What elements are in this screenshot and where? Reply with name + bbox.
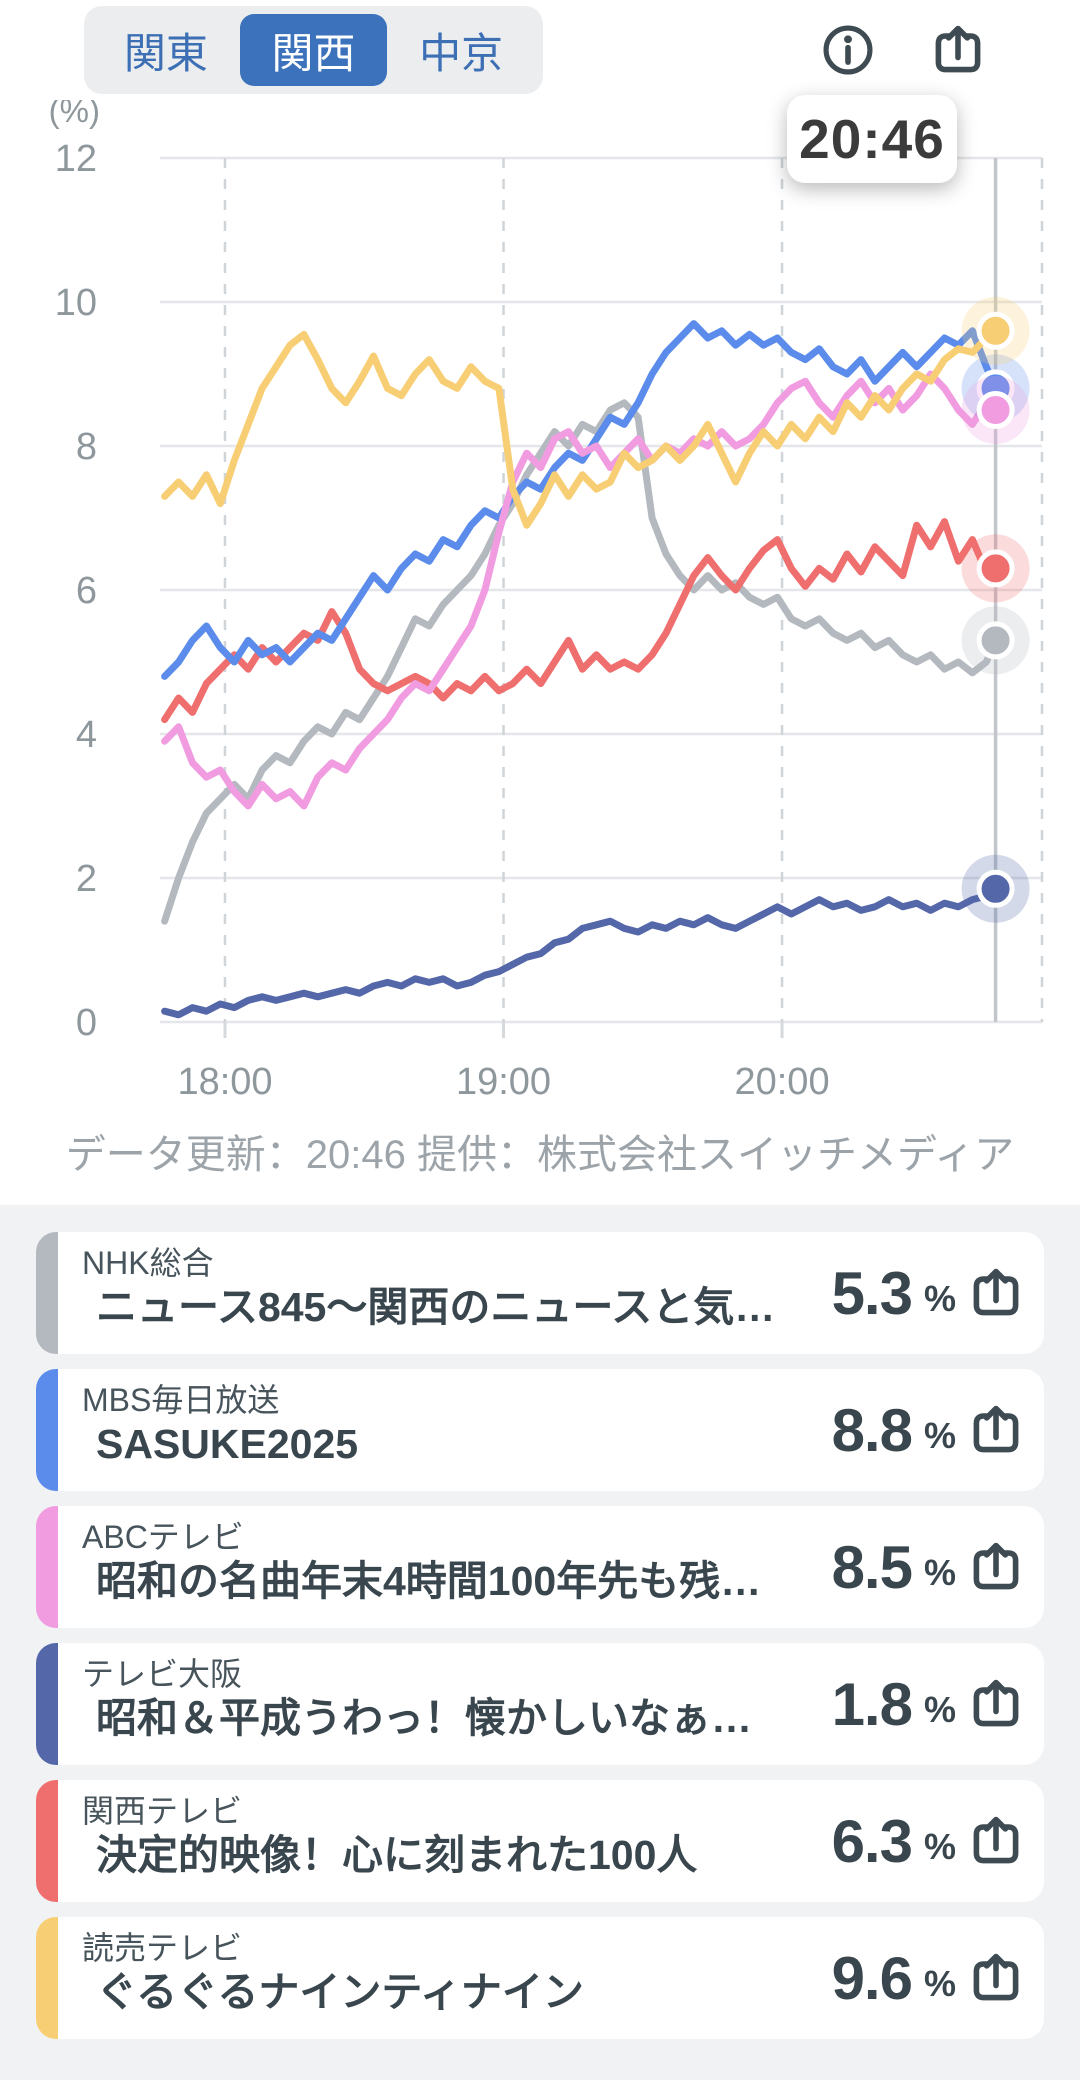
station-card-kansai-tv[interactable]: 関西テレビ 決定的映像！心に刻まれた100人 6.3 % — [36, 1780, 1044, 1902]
station-color-bar — [36, 1917, 58, 2039]
station-list: NHK総合 ニュース845〜関西のニュースと気… 5.3 % MBS毎日放送 S… — [0, 1205, 1080, 2080]
rating-value: 1.8 — [831, 1670, 913, 1738]
ratings-line-chart: 0 2 4 6 8 10 12 (%) 18:00 19:00 20:00 — [49, 100, 1044, 1103]
tab-kanto[interactable]: 関東 — [123, 29, 208, 77]
station-card-nhk[interactable]: NHK総合 ニュース845〜関西のニュースと気… 5.3 % — [36, 1232, 1044, 1354]
svg-text:4: 4 — [76, 714, 97, 756]
share-button[interactable] — [968, 1402, 1024, 1458]
program-title: 決定的映像！心に刻まれた100人 — [96, 1831, 698, 1878]
rating-unit: % — [923, 1278, 956, 1319]
rating-value: 9.6 — [831, 1944, 913, 2012]
svg-text:0: 0 — [76, 1002, 97, 1044]
info-button[interactable] — [820, 22, 876, 78]
program-title: 昭和の名曲年末4時間100年先も残… — [96, 1557, 762, 1604]
share-icon — [973, 1679, 1019, 1727]
share-icon — [973, 1816, 1019, 1864]
share-button[interactable] — [968, 1539, 1024, 1595]
station-card-yomiuri-tv[interactable]: 読売テレビ ぐるぐるナインティナイン 9.6 % — [36, 1917, 1044, 2039]
rating-unit: % — [923, 1826, 956, 1867]
station-color-bar — [36, 1369, 58, 1491]
share-icon — [973, 1405, 1019, 1453]
station-name: NHK総合 — [82, 1245, 214, 1281]
svg-text:6: 6 — [76, 570, 97, 612]
tab-kansai[interactable]: 関西 — [239, 14, 388, 86]
data-update-caption: データ更新：20:46 提供：株式会社スイッチメディア — [65, 1133, 1015, 1177]
tab-chukyo[interactable]: 中京 — [419, 29, 504, 77]
share-button[interactable] — [968, 1676, 1024, 1732]
station-card-tv-osaka[interactable]: テレビ大阪 昭和＆平成うわっ！懐かしいなぁ… 1.8 % — [36, 1643, 1044, 1765]
rating-unit: % — [923, 1552, 956, 1593]
station-color-bar — [36, 1506, 58, 1628]
svg-text:8: 8 — [76, 426, 97, 468]
rating-value: 8.5 — [831, 1533, 913, 1601]
station-card-abc[interactable]: ABCテレビ 昭和の名曲年末4時間100年先も残… 8.5 % — [36, 1506, 1044, 1628]
station-name: ABCテレビ — [82, 1519, 244, 1555]
svg-text:20:00: 20:00 — [734, 1061, 829, 1103]
station-card-mbs[interactable]: MBS毎日放送 SASUKE2025 8.8 % — [36, 1369, 1044, 1491]
svg-text:19:00: 19:00 — [456, 1061, 551, 1103]
program-title: ぐるぐるナインティナイン — [96, 1968, 584, 2015]
svg-text:(%): (%) — [49, 100, 100, 129]
share-icon — [973, 1268, 1019, 1316]
program-title: 昭和＆平成うわっ！懐かしいなぁ… — [96, 1694, 752, 1741]
svg-text:10: 10 — [55, 282, 97, 324]
rating-value: 8.8 — [831, 1396, 913, 1464]
time-tooltip: 20:46 — [787, 95, 957, 183]
share-icon — [935, 25, 981, 73]
program-title: SASUKE2025 — [96, 1420, 359, 1467]
rating-unit: % — [923, 1689, 956, 1730]
station-color-bar — [36, 1643, 58, 1765]
svg-text:2: 2 — [76, 858, 97, 900]
program-title: ニュース845〜関西のニュースと気… — [96, 1283, 776, 1330]
rating-value: 5.3 — [831, 1259, 913, 1327]
rating-unit: % — [923, 1415, 956, 1456]
share-button[interactable] — [968, 1813, 1024, 1869]
share-icon — [973, 1542, 1019, 1590]
share-button[interactable] — [930, 22, 986, 78]
rating-unit: % — [923, 1963, 956, 2004]
svg-text:18:00: 18:00 — [177, 1061, 272, 1103]
station-name: 関西テレビ — [82, 1793, 243, 1829]
svg-text:12: 12 — [55, 138, 97, 180]
station-name: テレビ大阪 — [82, 1656, 243, 1692]
share-button[interactable] — [968, 1950, 1024, 2006]
station-name: MBS毎日放送 — [82, 1382, 280, 1418]
region-segmented-control: 関東 関西 中京 — [84, 6, 543, 94]
share-button[interactable] — [968, 1265, 1024, 1321]
info-icon — [823, 25, 873, 75]
station-color-bar — [36, 1232, 58, 1354]
station-name: 読売テレビ — [82, 1930, 243, 1966]
station-color-bar — [36, 1780, 58, 1902]
share-icon — [973, 1953, 1019, 2001]
rating-value: 6.3 — [831, 1807, 913, 1875]
